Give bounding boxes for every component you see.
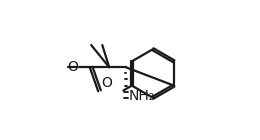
Text: O: O: [67, 60, 78, 74]
Text: NH₂: NH₂: [129, 89, 155, 103]
Text: O: O: [101, 76, 112, 90]
